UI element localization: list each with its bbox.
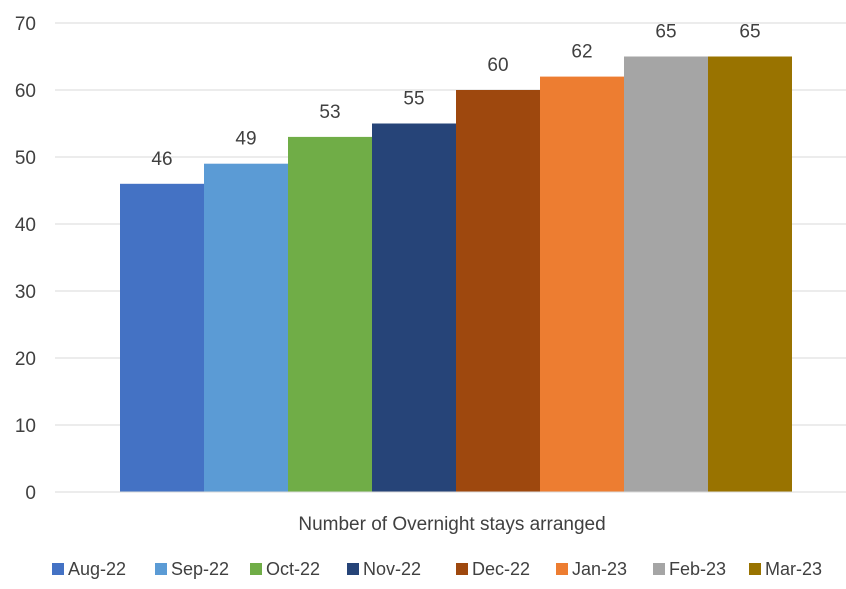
- data-label: 55: [403, 89, 424, 110]
- data-label: 60: [487, 55, 508, 76]
- legend-swatch: [155, 563, 167, 575]
- legend-swatch: [556, 563, 568, 575]
- data-label: 65: [739, 22, 760, 43]
- bar-aug-22: [120, 183, 204, 493]
- legend-swatch: [456, 563, 468, 575]
- legend-swatch: [749, 563, 761, 575]
- bar-dec-22: [456, 90, 540, 492]
- legend-label: Sep-22: [171, 559, 229, 579]
- legend-label: Oct-22: [266, 559, 320, 579]
- bar-sep-22: [204, 163, 288, 492]
- data-label: 53: [319, 102, 340, 123]
- bar-feb-23: [624, 56, 708, 492]
- data-label: 62: [571, 42, 592, 63]
- y-tick-label: 10: [15, 416, 36, 437]
- legend-swatch: [52, 563, 64, 575]
- y-tick-label: 50: [15, 148, 36, 169]
- bar-jan-23: [540, 76, 624, 492]
- bar-nov-22: [372, 123, 456, 492]
- data-label: 49: [235, 129, 256, 150]
- legend-label: Feb-23: [669, 559, 726, 579]
- legend: Aug-22 Sep-22 Oct-22 Nov-22 Dec-22 Jan-23 Feb-…: [52, 559, 822, 579]
- y-tick-label: 70: [15, 14, 36, 35]
- legend-swatch: [347, 563, 359, 575]
- y-tick-label: 60: [15, 81, 36, 102]
- legend-label: Aug-22: [68, 559, 126, 579]
- legend-label: Mar-23: [765, 559, 822, 579]
- data-label: 65: [655, 22, 676, 43]
- legend-label: Jan-23: [572, 559, 627, 579]
- y-tick-label: 0: [25, 483, 36, 504]
- y-axis-ticks: 0 10 20 30 40 50 60 70: [15, 14, 36, 504]
- bar-mar-23: [708, 56, 792, 492]
- y-tick-label: 40: [15, 215, 36, 236]
- bars: [120, 56, 792, 493]
- x-axis-title: Number of Overnight stays arranged: [298, 514, 605, 535]
- y-tick-label: 30: [15, 282, 36, 303]
- data-label: 46: [151, 149, 172, 170]
- legend-label: Dec-22: [472, 559, 530, 579]
- data-labels: 46 49 53 55 60 62 65 65: [151, 22, 760, 170]
- y-tick-label: 20: [15, 349, 36, 370]
- legend-label: Nov-22: [363, 559, 421, 579]
- bar-oct-22: [288, 136, 372, 492]
- legend-swatch: [653, 563, 665, 575]
- legend-swatch: [250, 563, 262, 575]
